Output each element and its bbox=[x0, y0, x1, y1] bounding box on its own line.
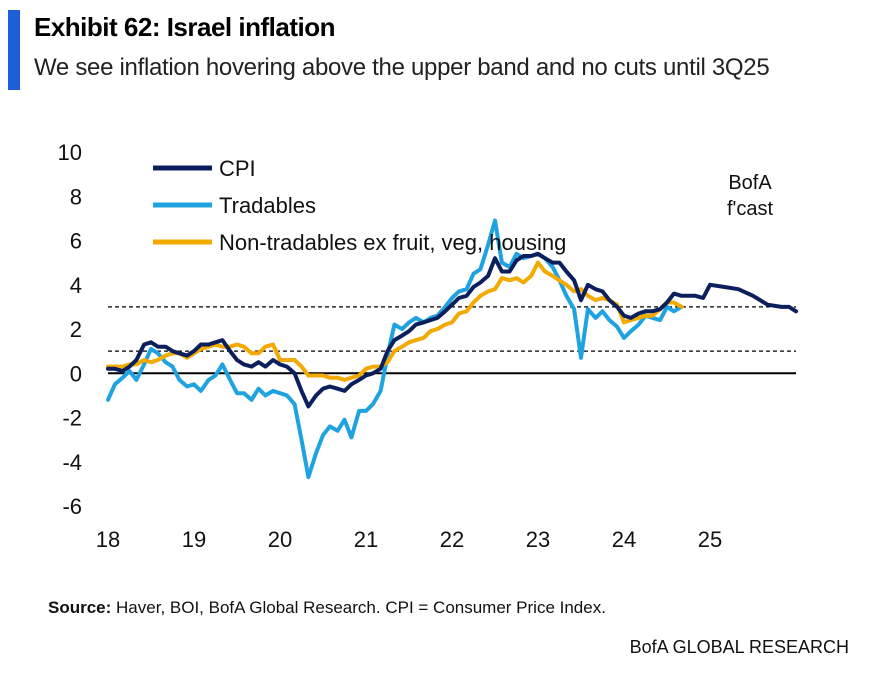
x-tick-label: 23 bbox=[526, 527, 550, 552]
y-tick-label: -2 bbox=[62, 406, 82, 431]
y-tick-label: 0 bbox=[70, 361, 82, 386]
y-tick-label: 6 bbox=[70, 229, 82, 254]
legend-label-nontradables: Non-tradables ex fruit, veg, housing bbox=[219, 230, 566, 255]
series-line-nontradables bbox=[106, 260, 684, 382]
forecast-annotation-line1: BofA bbox=[728, 172, 772, 194]
source-text: Haver, BOI, BofA Global Research. CPI = … bbox=[116, 598, 606, 617]
source-note: Source: Haver, BOI, BofA Global Research… bbox=[48, 598, 606, 618]
series-line-tradables bbox=[106, 218, 684, 480]
y-tick-label: -4 bbox=[62, 450, 82, 475]
x-tick-label: 25 bbox=[698, 527, 722, 552]
x-tick-label: 18 bbox=[96, 527, 120, 552]
x-tick-label: 21 bbox=[354, 527, 378, 552]
legend-label-tradables: Tradables bbox=[219, 193, 316, 218]
series-lines bbox=[106, 218, 798, 480]
y-tick-label: 8 bbox=[70, 184, 82, 209]
legend: CPI Tradables Non-tradables ex fruit, veg,… bbox=[153, 156, 566, 255]
y-tick-label: -6 bbox=[62, 494, 82, 519]
exhibit-title: Exhibit 62: Israel inflation bbox=[34, 12, 335, 42]
x-tick-label: 22 bbox=[440, 527, 464, 552]
y-tick-label: 4 bbox=[70, 273, 82, 298]
series-line-cpi bbox=[106, 251, 798, 409]
reference-lines bbox=[108, 306, 796, 375]
forecast-annotation-line2: f'cast bbox=[727, 198, 773, 220]
legend-label-cpi: CPI bbox=[219, 156, 256, 181]
y-tick-label: 10 bbox=[58, 140, 82, 165]
y-tick-label: 2 bbox=[70, 317, 82, 342]
accent-bar bbox=[8, 10, 20, 90]
footer-brand: BofA GLOBAL RESEARCH bbox=[629, 637, 849, 657]
x-tick-label: 20 bbox=[268, 527, 292, 552]
source-label: Source: bbox=[48, 598, 112, 617]
exhibit-subtitle: We see inflation hovering above the uppe… bbox=[34, 54, 770, 81]
x-tick-label: 24 bbox=[612, 527, 636, 552]
x-tick-label: 19 bbox=[182, 527, 206, 552]
